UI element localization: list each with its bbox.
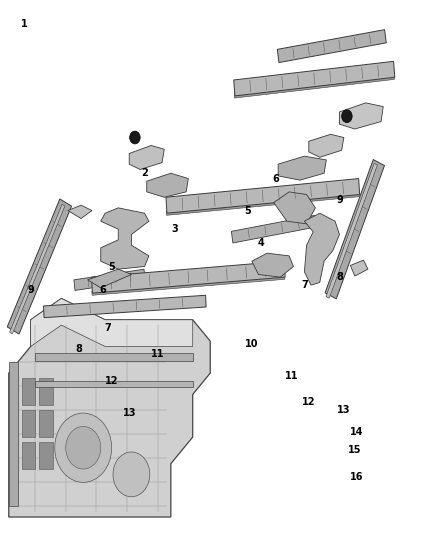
Text: 6: 6 <box>272 174 279 183</box>
Bar <box>22 378 35 405</box>
Text: 2: 2 <box>141 168 148 178</box>
Polygon shape <box>166 192 359 215</box>
Polygon shape <box>326 163 378 298</box>
Polygon shape <box>35 353 193 361</box>
Circle shape <box>130 131 140 144</box>
Polygon shape <box>252 253 293 277</box>
Text: 8: 8 <box>75 344 82 354</box>
Polygon shape <box>325 159 385 299</box>
Bar <box>22 442 35 469</box>
Text: 3: 3 <box>172 224 179 234</box>
Polygon shape <box>231 215 316 243</box>
Text: 5: 5 <box>244 206 251 215</box>
Text: 16: 16 <box>350 472 364 482</box>
Text: 12: 12 <box>105 376 118 386</box>
Polygon shape <box>304 213 339 285</box>
Text: 7: 7 <box>104 323 111 333</box>
Polygon shape <box>92 261 285 293</box>
Bar <box>22 410 35 437</box>
Polygon shape <box>278 156 326 180</box>
Circle shape <box>342 110 352 123</box>
Polygon shape <box>166 179 360 213</box>
Polygon shape <box>277 30 386 62</box>
Polygon shape <box>147 173 188 197</box>
Polygon shape <box>350 260 368 276</box>
Text: 15: 15 <box>348 446 361 455</box>
Polygon shape <box>43 295 206 318</box>
Text: 4: 4 <box>257 238 264 247</box>
Circle shape <box>55 413 112 482</box>
Polygon shape <box>309 134 344 157</box>
Polygon shape <box>274 192 315 224</box>
Polygon shape <box>9 362 18 506</box>
Polygon shape <box>88 269 131 288</box>
Polygon shape <box>234 61 395 96</box>
Text: 8: 8 <box>336 272 343 282</box>
Polygon shape <box>9 298 210 517</box>
Text: 13: 13 <box>123 408 136 418</box>
Polygon shape <box>339 103 383 129</box>
Polygon shape <box>7 199 71 334</box>
Polygon shape <box>31 298 193 346</box>
Text: 11: 11 <box>285 371 298 381</box>
Bar <box>39 378 53 405</box>
Text: 7: 7 <box>301 280 308 290</box>
Text: 10: 10 <box>245 339 258 349</box>
Bar <box>39 442 53 469</box>
Text: 6: 6 <box>99 286 106 295</box>
Text: 12: 12 <box>302 398 315 407</box>
Polygon shape <box>92 275 285 295</box>
Text: 13: 13 <box>337 406 350 415</box>
Polygon shape <box>35 381 193 387</box>
Bar <box>39 410 53 437</box>
Polygon shape <box>74 269 145 290</box>
Circle shape <box>113 452 150 497</box>
Text: 1: 1 <box>21 19 28 29</box>
Text: 9: 9 <box>336 195 343 205</box>
Polygon shape <box>68 205 92 219</box>
Text: 11: 11 <box>151 350 164 359</box>
Polygon shape <box>129 146 164 169</box>
Polygon shape <box>101 208 149 269</box>
Polygon shape <box>10 204 65 334</box>
Circle shape <box>66 426 101 469</box>
Polygon shape <box>234 75 394 98</box>
Text: 14: 14 <box>350 427 364 437</box>
Text: 9: 9 <box>27 286 34 295</box>
Text: 5: 5 <box>108 262 115 271</box>
